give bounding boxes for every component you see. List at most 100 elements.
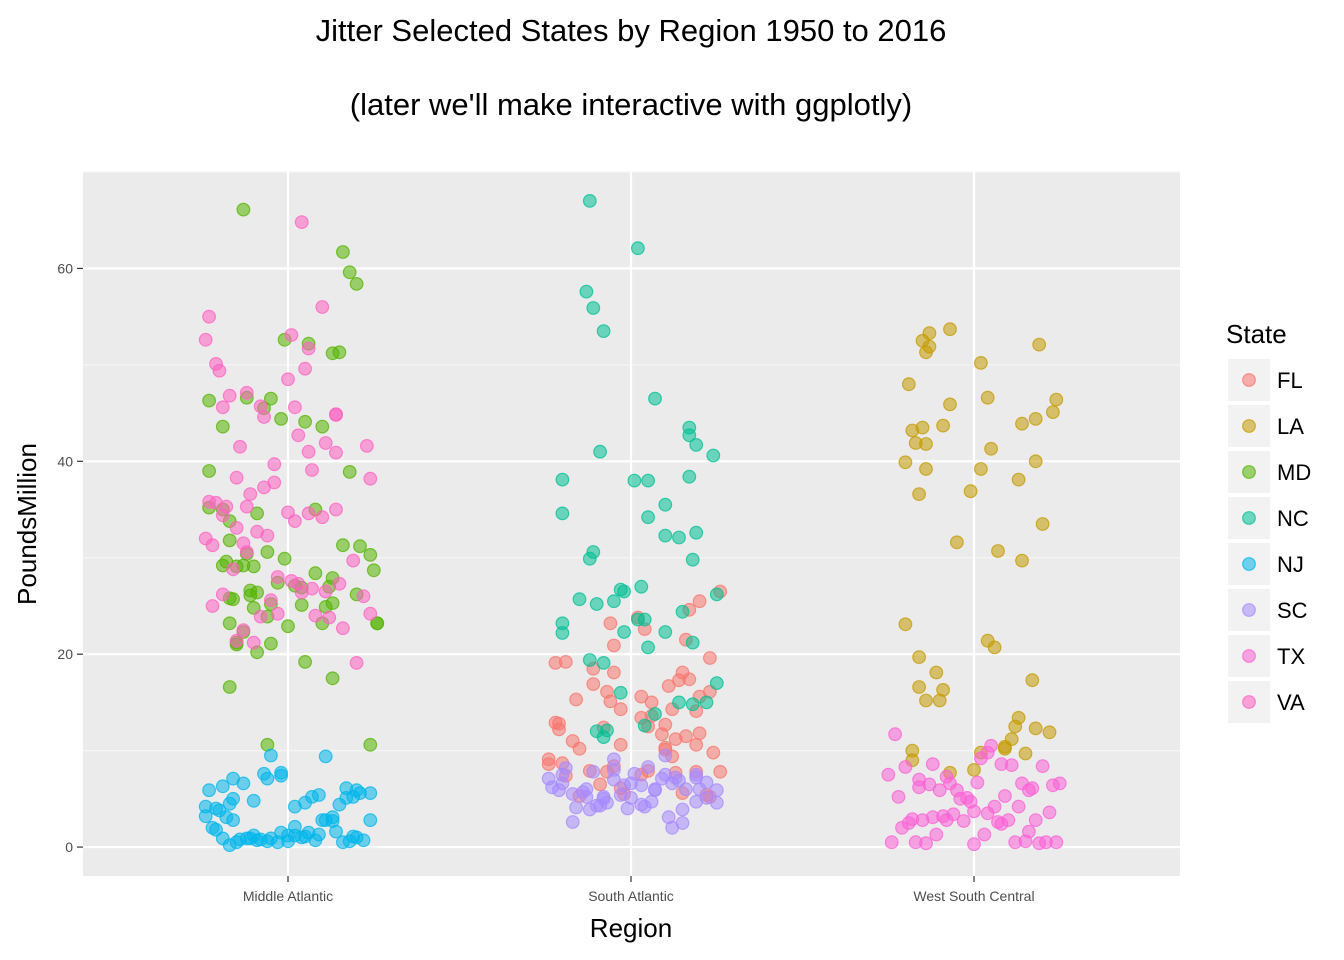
data-point-va [222,388,237,403]
data-point-md [325,671,340,686]
data-point-tx [960,791,974,805]
data-point-la [919,462,933,476]
data-point-va [363,471,378,486]
data-point-la [1004,732,1019,746]
data-point-va [301,444,316,459]
data-point-sc [596,791,611,806]
data-point-sc [624,791,638,805]
data-point-nc [689,525,704,540]
data-point-md [325,596,340,610]
data-point-va [205,538,220,553]
chart-subtitle: (later we'll make interactive with ggplo… [350,87,912,122]
data-point-nc [689,438,704,452]
data-point-fl [613,702,628,717]
data-point-nc [631,241,645,256]
data-point-sc [634,778,649,793]
data-point-nj [356,833,371,848]
data-point-fl [634,689,649,704]
data-point-md [353,539,367,554]
data-point-la [991,544,1005,558]
data-point-nc [641,473,655,488]
data-point-tx [967,837,981,852]
data-point-tx [1028,813,1043,827]
data-point-la [1035,517,1050,531]
data-point-nc [607,594,621,609]
data-point-va [329,502,343,517]
data-point-nc [699,695,714,710]
data-point-nj [209,801,223,816]
data-point-va [212,363,227,378]
data-point-tx [980,745,995,760]
data-point-nj [274,768,289,783]
data-point-nc [685,552,700,567]
data-point-tx [884,835,899,850]
data-point-la [1015,553,1029,568]
data-point-md [281,619,295,634]
data-point-tx [950,783,964,798]
data-point-nc [596,656,611,670]
data-point-nc [627,473,642,488]
data-point-tx [939,813,954,827]
data-point-md [363,737,378,752]
legend-label-fl: FL [1277,368,1303,393]
data-point-sc [658,748,673,763]
data-point-fl [713,764,728,779]
legend: State FL LA MD NC NJ SC TX VA [1226,319,1311,723]
legend-label-tx: TX [1277,644,1305,669]
data-point-nc [634,579,649,594]
data-point-nc [593,444,607,459]
data-point-va [226,562,241,577]
data-point-va [346,553,361,568]
data-point-nc [641,640,655,655]
data-point-nc [675,604,690,619]
data-point-la [1025,673,1040,688]
data-point-nj [246,793,261,808]
data-point-va [239,499,254,514]
data-point-nj [363,813,378,827]
data-point-nj [215,779,230,794]
data-point-fl [586,677,601,691]
data-point-md [332,345,347,360]
data-point-tx [970,775,985,790]
data-point-la [901,377,916,392]
chart-title: Jitter Selected States by Region 1950 to… [316,13,947,48]
data-point-tx [987,799,1002,814]
data-point-va [322,610,337,625]
data-point-sc [672,773,686,788]
data-point-tx [891,790,906,804]
data-point-va [356,589,371,604]
data-point-fl [692,594,707,609]
data-point-va [291,576,306,591]
data-point-nc [709,587,724,602]
data-point-va [305,463,319,477]
data-point-la [912,650,926,664]
data-point-va [239,385,254,400]
data-point-la [1032,337,1047,352]
data-point-sc [648,782,662,797]
data-point-nc [586,301,601,315]
data-point-md [342,265,357,280]
data-point-nc [579,284,594,299]
data-point-fl [603,616,618,631]
data-point-nc [682,469,697,484]
data-point-va [246,635,261,650]
data-point-va [281,372,295,387]
data-point-va [291,428,306,443]
data-point-md [336,538,350,553]
data-point-va [336,621,350,636]
data-point-sc [709,795,724,810]
data-point-tx [998,789,1012,803]
data-point-la [915,420,930,435]
data-point-la [980,390,995,405]
data-point-nj [226,771,241,786]
data-point-fl [607,638,621,653]
data-point-md [294,598,309,612]
data-point-nc [658,528,673,543]
data-point-sc [689,794,704,809]
legend-key-nc [1242,511,1256,525]
data-point-sc [675,802,690,817]
data-point-md [315,419,330,434]
data-point-sc [665,820,680,835]
data-point-nc [555,616,570,631]
